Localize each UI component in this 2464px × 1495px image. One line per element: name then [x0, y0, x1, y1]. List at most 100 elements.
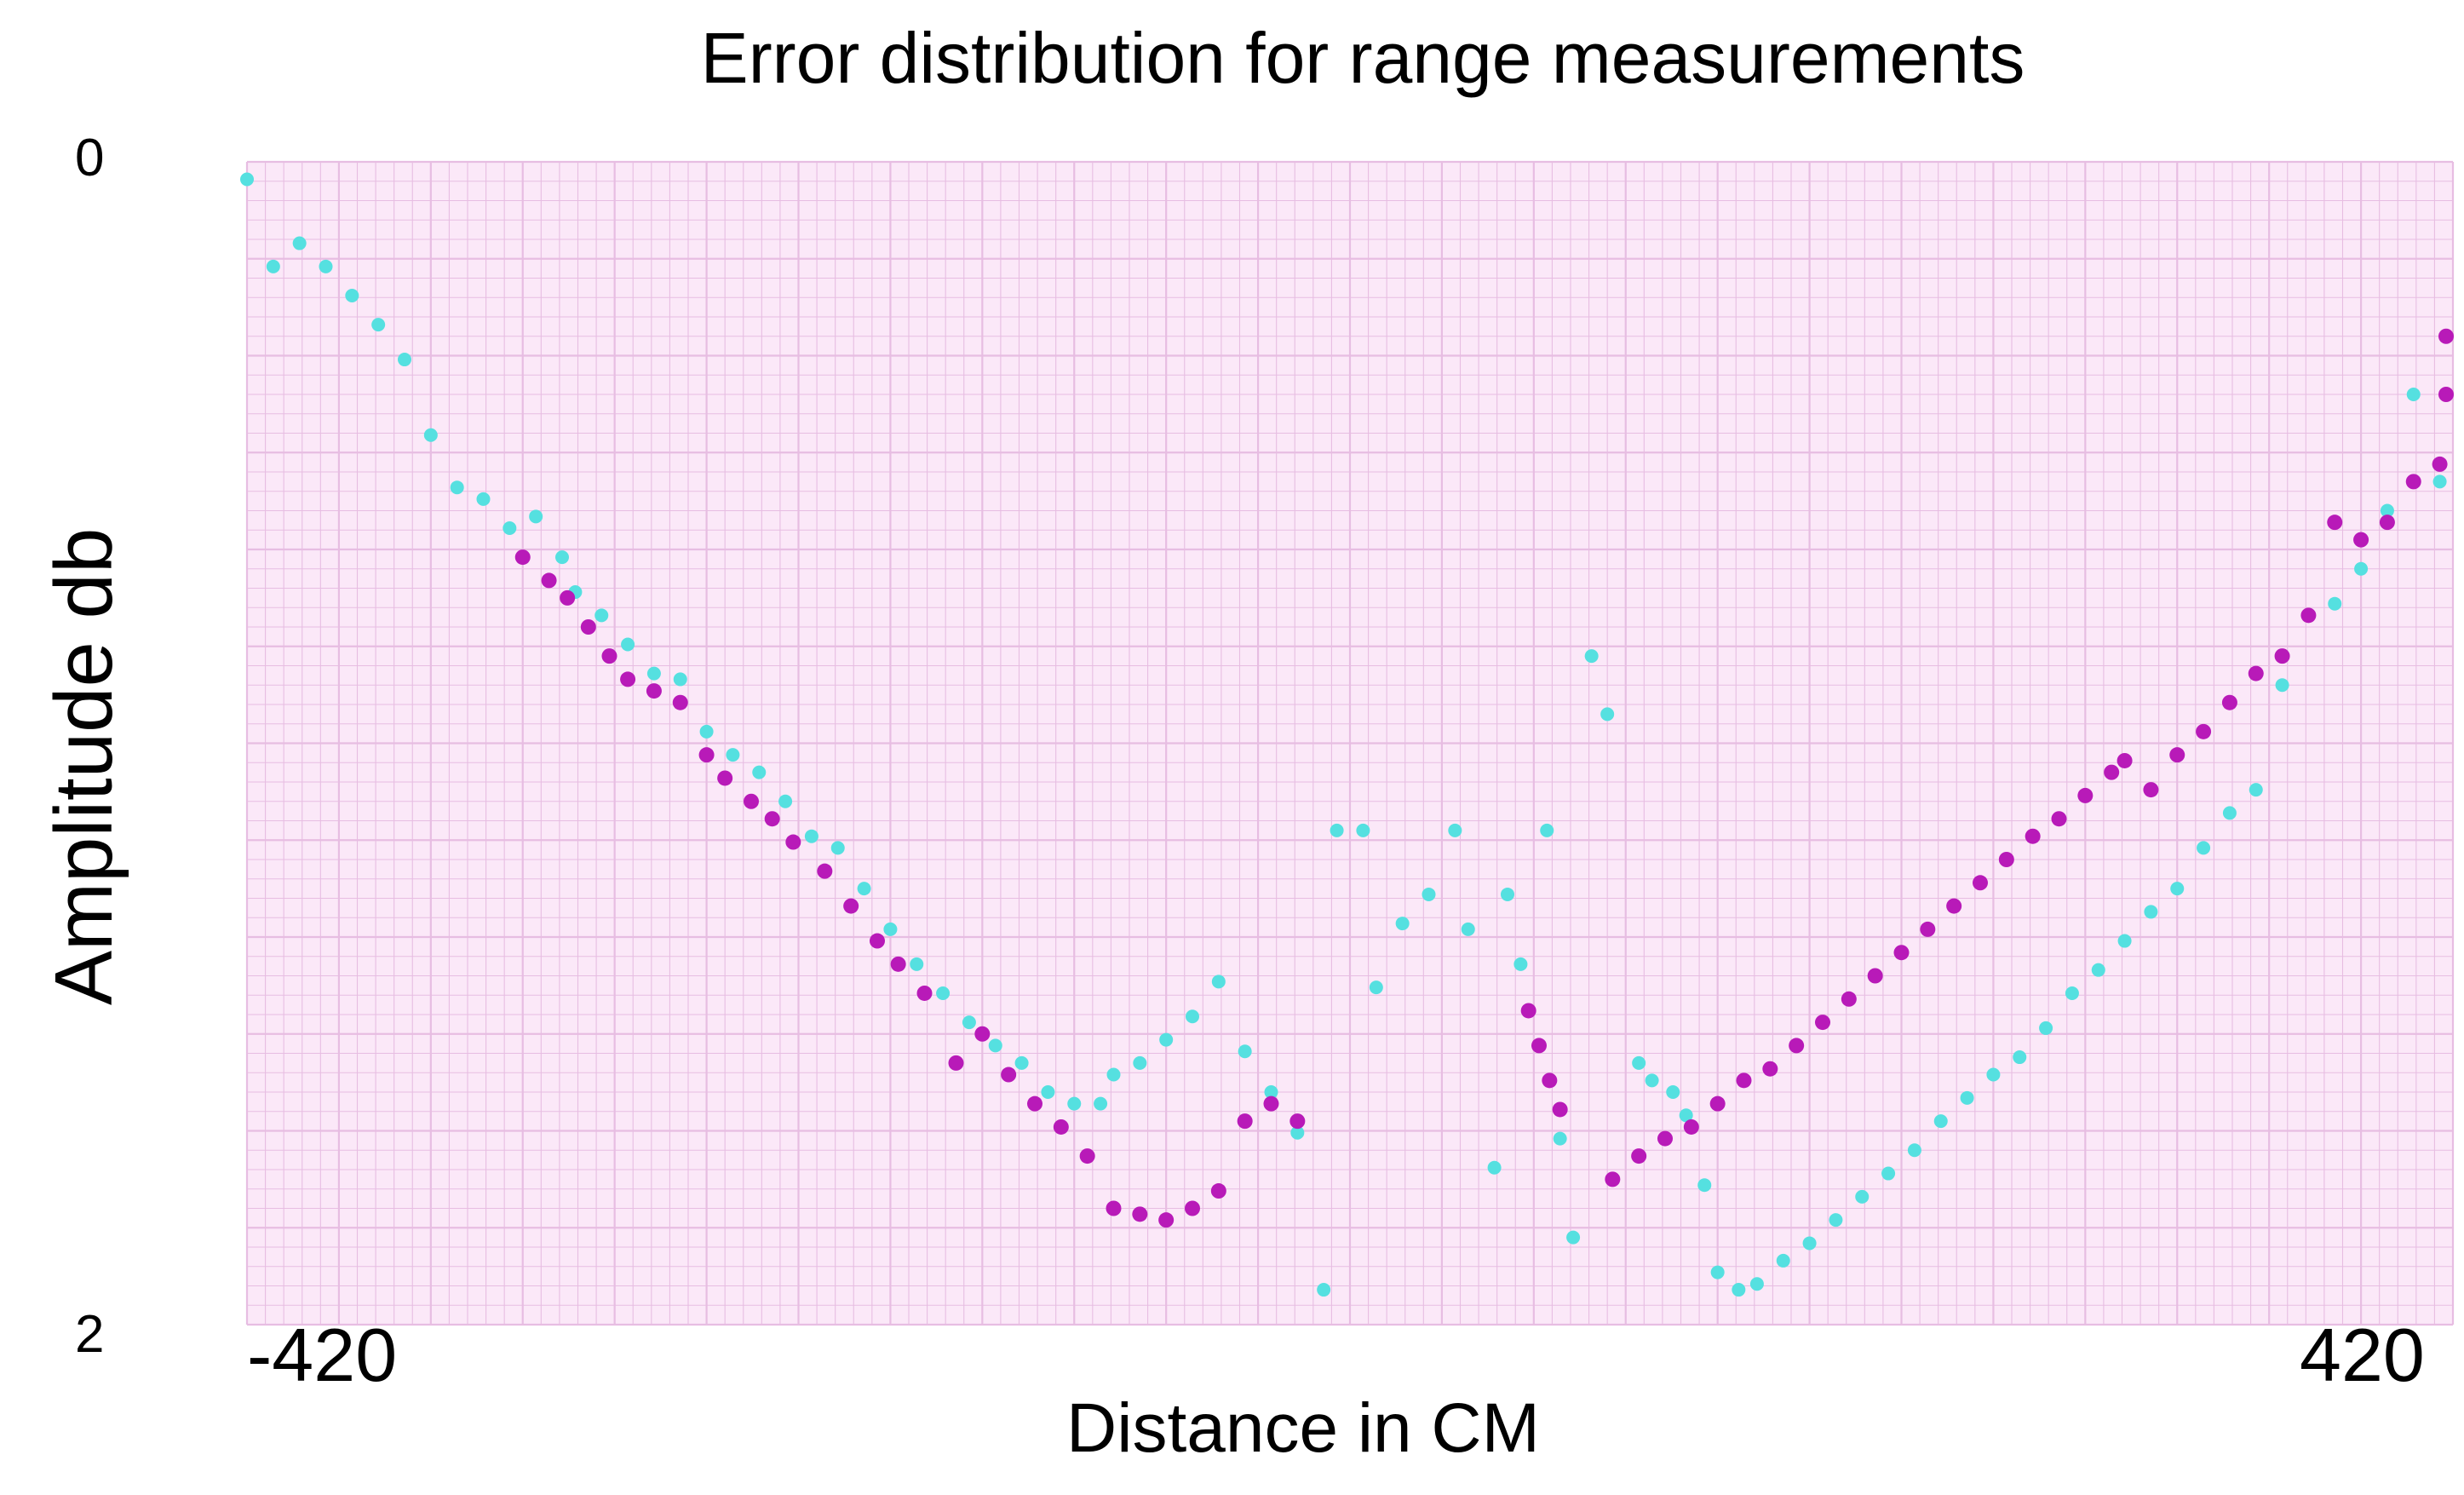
data-points — [240, 172, 2454, 1297]
data-point — [1094, 1096, 1108, 1111]
data-point — [1133, 1055, 1147, 1070]
data-point — [1789, 1038, 1805, 1054]
data-point — [1762, 1061, 1778, 1077]
data-point — [1986, 1067, 2001, 1082]
data-point — [555, 550, 569, 565]
data-point — [450, 480, 464, 495]
y-axis-label: Amplitude db — [38, 527, 129, 1005]
data-point — [698, 747, 715, 763]
data-point — [673, 672, 687, 687]
data-point — [1540, 823, 1554, 837]
data-point — [476, 492, 491, 506]
data-point — [883, 922, 898, 936]
data-point — [1933, 1114, 1948, 1129]
data-point — [1732, 1283, 1746, 1297]
data-point — [2353, 532, 2369, 548]
data-point — [1666, 1085, 1680, 1099]
data-point — [2328, 596, 2342, 611]
data-point — [1881, 1166, 1896, 1181]
data-point — [2051, 811, 2067, 827]
data-point — [1893, 945, 1910, 961]
data-point — [1027, 1095, 1042, 1112]
data-point — [1001, 1067, 1017, 1083]
data-point — [726, 748, 740, 762]
data-point — [2354, 561, 2369, 576]
data-point — [1501, 887, 1514, 901]
x-tick-label: -420 — [247, 1313, 398, 1397]
data-point — [1237, 1113, 1253, 1130]
data-point — [621, 637, 635, 652]
data-point — [2013, 1050, 2027, 1065]
data-point — [1867, 968, 1883, 984]
y-tick-label: 2 — [75, 1305, 105, 1364]
data-point — [936, 986, 951, 1000]
data-point — [2025, 828, 2041, 844]
data-point — [717, 770, 733, 786]
data-point — [1513, 957, 1528, 971]
data-point — [503, 520, 517, 535]
data-point — [1185, 1200, 1200, 1216]
data-point — [1159, 1032, 1174, 1047]
data-point — [1067, 1096, 1082, 1111]
data-point — [2117, 934, 2132, 948]
data-point — [1520, 1003, 1536, 1019]
data-point — [620, 671, 636, 687]
data-point — [830, 841, 845, 855]
data-point — [371, 318, 386, 332]
data-point — [1356, 823, 1370, 837]
data-point — [1461, 922, 1475, 936]
data-point — [1566, 1230, 1581, 1245]
data-point — [1631, 1148, 1647, 1164]
data-point — [1448, 823, 1462, 837]
data-point — [804, 829, 818, 843]
data-point — [2406, 388, 2421, 401]
data-point — [1841, 991, 1857, 1007]
data-point — [2274, 648, 2290, 664]
data-point — [529, 509, 543, 524]
data-point — [1531, 1038, 1547, 1054]
data-point — [910, 957, 924, 971]
data-point — [2379, 515, 2395, 531]
data-point — [1186, 1009, 1199, 1024]
chart-title: Error distribution for range measurement… — [700, 18, 2025, 98]
data-point — [870, 933, 885, 949]
data-point — [1422, 887, 1436, 901]
data-point — [2222, 806, 2237, 820]
data-point — [1749, 1277, 1764, 1291]
data-point — [778, 794, 793, 808]
data-point — [1317, 1283, 1331, 1297]
data-point — [988, 1038, 1002, 1053]
data-point — [1679, 1108, 1693, 1123]
data-point — [1369, 980, 1383, 995]
data-point — [2249, 783, 2263, 797]
data-point — [2197, 841, 2211, 855]
data-point — [541, 572, 557, 589]
data-point — [594, 608, 609, 623]
data-point — [1238, 1044, 1252, 1059]
data-point — [398, 353, 411, 367]
data-point — [1106, 1200, 1122, 1216]
data-point — [1709, 1095, 1726, 1112]
data-point — [1542, 1072, 1558, 1089]
data-point — [1645, 1073, 1659, 1088]
data-point — [1014, 1055, 1029, 1070]
data-point — [2432, 456, 2448, 472]
data-point — [2104, 764, 2120, 780]
data-point — [1946, 898, 1962, 914]
data-point — [1776, 1253, 1790, 1268]
data-point — [1657, 1130, 1673, 1147]
data-point — [2221, 694, 2237, 710]
data-point — [1290, 1125, 1305, 1140]
data-point — [764, 811, 780, 827]
data-point — [2039, 1021, 2053, 1035]
data-point — [817, 863, 833, 879]
data-point — [1920, 921, 1936, 937]
data-point — [266, 259, 280, 273]
data-point — [2077, 787, 2094, 803]
data-point — [319, 259, 333, 273]
data-point — [2065, 986, 2079, 1000]
data-point — [916, 985, 933, 1001]
data-point — [843, 898, 859, 914]
data-point — [646, 683, 662, 699]
